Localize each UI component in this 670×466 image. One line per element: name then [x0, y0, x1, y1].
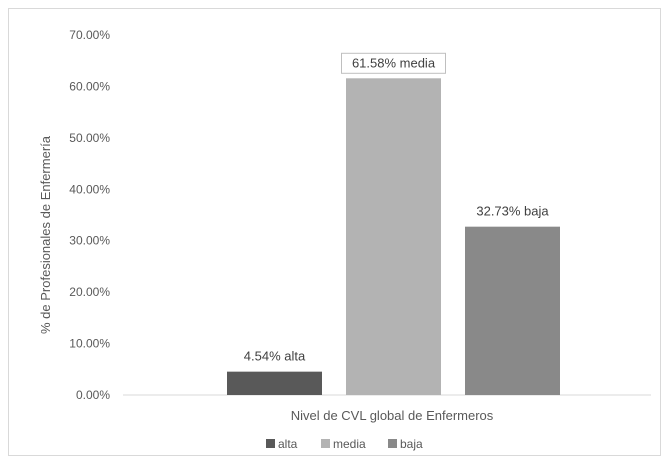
bar-media — [346, 78, 441, 395]
y-tick-label: 40.00% — [69, 182, 110, 196]
y-axis-ticks: 0.00% 10.00% 20.00% 30.00% 40.00% 50.00% 60.00… — [69, 28, 110, 402]
y-tick-label: 20.00% — [69, 285, 110, 299]
y-tick-label: 30.00% — [69, 234, 110, 248]
data-labels: 4.54% alta 61.58% media 32.73% baja — [244, 52, 549, 364]
y-axis-title: % de Profesionales de Enfermería — [38, 135, 53, 334]
y-tick-label: 70.00% — [69, 28, 110, 42]
data-label-alta: 4.54% alta — [244, 349, 306, 364]
legend-label-media: media — [333, 437, 366, 451]
legend: alta media baja — [266, 437, 423, 451]
bar-alta — [227, 371, 322, 395]
y-tick-label: 0.00% — [76, 388, 110, 402]
bar-baja — [465, 226, 560, 395]
legend-swatch-media — [321, 439, 330, 448]
legend-swatch-baja — [388, 439, 397, 448]
data-label-box-media — [341, 52, 446, 74]
legend-label-baja: baja — [400, 437, 423, 451]
data-label-baja: 32.73% baja — [476, 204, 549, 219]
legend-swatch-alta — [266, 439, 275, 448]
x-axis-title: Nivel de CVL global de Enfermeros — [291, 408, 494, 423]
bars — [227, 78, 560, 395]
y-tick-label: 50.00% — [69, 131, 110, 145]
legend-label-alta: alta — [278, 437, 298, 451]
y-tick-label: 10.00% — [69, 337, 110, 351]
data-label-media: 61.58% media — [352, 55, 436, 70]
y-tick-label: 60.00% — [69, 79, 110, 93]
